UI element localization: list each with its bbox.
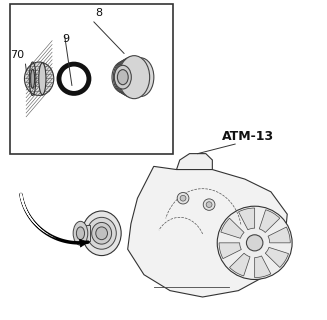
Wedge shape: [259, 210, 280, 232]
Ellipse shape: [116, 58, 143, 96]
Polygon shape: [128, 166, 287, 297]
Polygon shape: [79, 239, 88, 247]
Text: 70: 70: [10, 50, 24, 60]
Circle shape: [217, 206, 292, 279]
Wedge shape: [219, 243, 241, 259]
Wedge shape: [238, 208, 255, 230]
Ellipse shape: [96, 227, 108, 240]
Text: 8: 8: [95, 8, 102, 19]
Ellipse shape: [117, 57, 146, 98]
Ellipse shape: [117, 70, 128, 85]
Wedge shape: [221, 218, 244, 238]
Wedge shape: [268, 227, 290, 243]
Ellipse shape: [92, 222, 112, 244]
Circle shape: [59, 64, 89, 93]
Circle shape: [177, 193, 189, 204]
Ellipse shape: [114, 65, 131, 89]
Circle shape: [206, 202, 212, 207]
Wedge shape: [265, 247, 288, 268]
Ellipse shape: [128, 58, 154, 97]
Circle shape: [203, 199, 215, 210]
Ellipse shape: [73, 221, 88, 245]
Ellipse shape: [82, 211, 121, 256]
Text: ATM-13: ATM-13: [222, 130, 274, 143]
Text: 9: 9: [62, 34, 69, 44]
Ellipse shape: [113, 60, 137, 94]
Ellipse shape: [31, 69, 35, 88]
Circle shape: [247, 235, 263, 251]
Ellipse shape: [25, 62, 54, 95]
Bar: [10, 4, 173, 154]
Ellipse shape: [112, 62, 134, 93]
Wedge shape: [255, 256, 271, 278]
Ellipse shape: [87, 217, 116, 249]
Polygon shape: [177, 154, 212, 170]
Ellipse shape: [119, 56, 150, 99]
Circle shape: [180, 196, 186, 201]
Ellipse shape: [115, 59, 140, 95]
Ellipse shape: [39, 63, 46, 95]
Ellipse shape: [77, 227, 85, 240]
Wedge shape: [230, 253, 250, 276]
FancyBboxPatch shape: [80, 225, 90, 241]
